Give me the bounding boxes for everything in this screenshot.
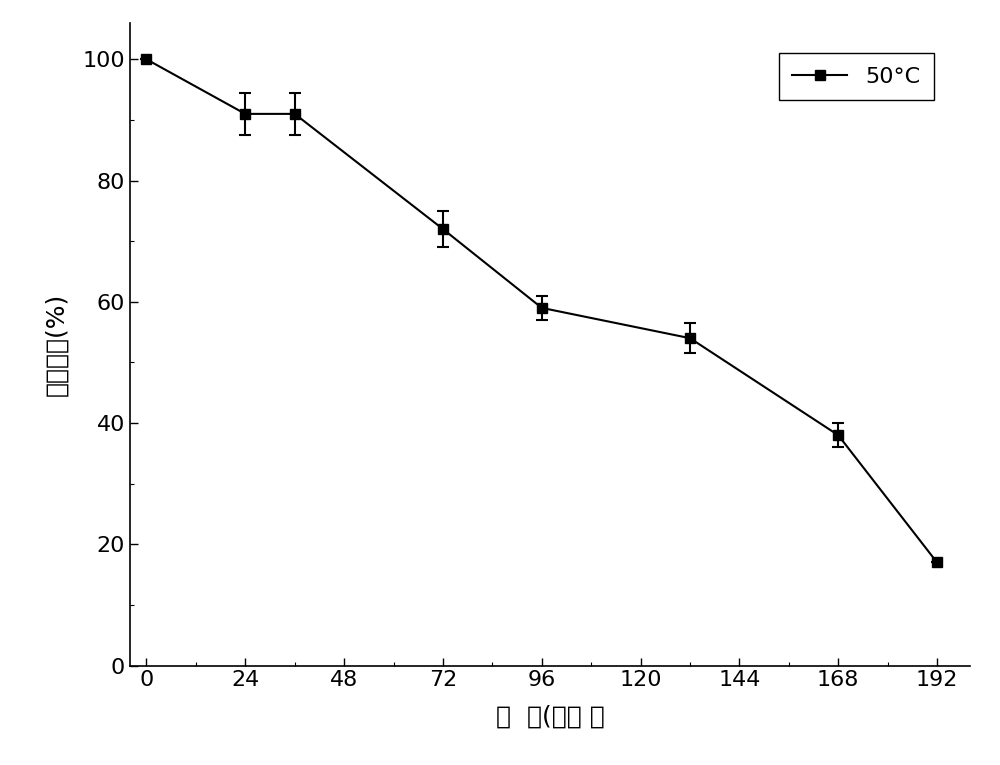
Legend: 50°C: 50°C [779, 54, 934, 100]
X-axis label: 时  间(小时 ）: 时 间(小时 ） [496, 705, 604, 728]
Y-axis label: 相对活性(%): 相对活性(%) [45, 293, 69, 396]
